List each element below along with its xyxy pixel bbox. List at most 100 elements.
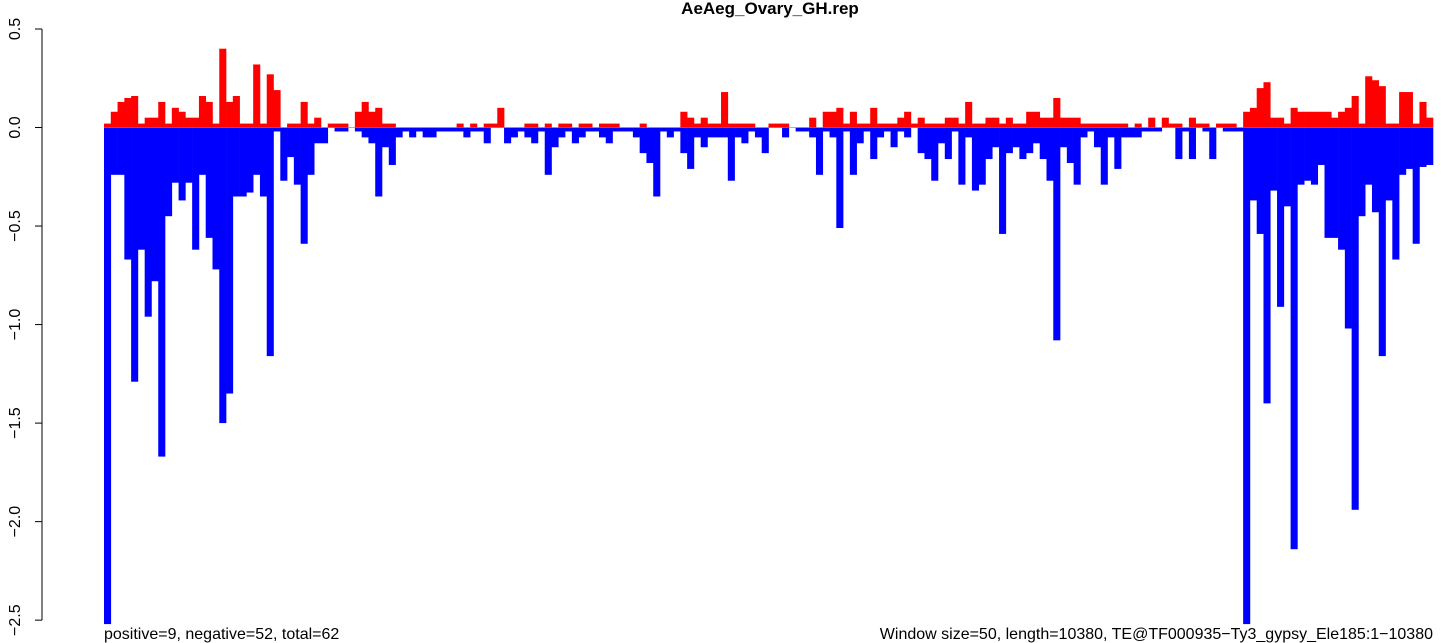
bar xyxy=(429,127,437,138)
bar xyxy=(1188,127,1196,160)
bar xyxy=(897,117,905,128)
bar xyxy=(151,117,159,128)
bar xyxy=(809,117,817,128)
bar xyxy=(510,127,518,138)
bar xyxy=(287,123,295,128)
bar xyxy=(476,127,485,132)
bar xyxy=(212,127,220,270)
bar xyxy=(1290,127,1298,550)
bar xyxy=(843,123,851,128)
bar xyxy=(1324,111,1332,128)
bar xyxy=(219,48,227,128)
bar xyxy=(822,111,830,128)
bar xyxy=(490,123,498,128)
bar xyxy=(388,127,396,165)
bar xyxy=(470,127,478,132)
bar xyxy=(246,127,254,193)
bar xyxy=(1100,127,1108,185)
bar xyxy=(958,127,966,185)
bar xyxy=(1060,127,1068,148)
bar xyxy=(483,127,491,144)
bar xyxy=(924,127,932,160)
bar xyxy=(1270,127,1278,191)
bar xyxy=(1412,127,1420,244)
bar xyxy=(1073,117,1081,128)
bar xyxy=(259,127,268,197)
bar xyxy=(1188,117,1196,128)
bar xyxy=(178,127,186,201)
bar xyxy=(314,127,322,144)
bar xyxy=(443,127,451,132)
bar xyxy=(375,107,383,128)
bar xyxy=(626,127,634,132)
bar xyxy=(470,123,478,128)
y-tick-label: −0.5 xyxy=(7,210,24,242)
bar xyxy=(782,127,790,138)
bar xyxy=(1317,111,1325,128)
bar xyxy=(1412,123,1420,128)
bar xyxy=(382,123,390,128)
bar xyxy=(246,123,254,128)
bar xyxy=(1392,127,1400,260)
bar xyxy=(402,127,410,132)
bar xyxy=(992,117,1000,128)
bar xyxy=(1121,127,1129,138)
bar xyxy=(1154,127,1163,132)
bar xyxy=(836,107,844,128)
bar xyxy=(1087,127,1095,132)
bar xyxy=(700,127,708,148)
bar xyxy=(354,127,362,132)
bar xyxy=(1392,123,1400,128)
bar xyxy=(727,127,735,181)
bar xyxy=(456,127,464,132)
bar xyxy=(1236,127,1244,132)
bar xyxy=(931,123,939,128)
bar xyxy=(558,127,566,138)
bar xyxy=(219,127,227,424)
bar xyxy=(1249,127,1258,201)
bar xyxy=(266,127,274,357)
bar xyxy=(110,111,118,128)
bar xyxy=(687,127,695,169)
bar xyxy=(876,127,885,138)
bar xyxy=(1107,127,1115,138)
bar xyxy=(280,127,288,181)
bar xyxy=(1358,127,1366,217)
bar xyxy=(253,64,261,128)
bar xyxy=(1358,123,1366,128)
bar xyxy=(300,101,308,128)
bar xyxy=(1385,123,1393,128)
bar xyxy=(693,127,701,138)
bar xyxy=(382,127,390,148)
bar xyxy=(944,117,952,128)
bar xyxy=(863,127,871,132)
bar xyxy=(1283,123,1291,128)
bar xyxy=(1317,127,1325,165)
bar xyxy=(1310,111,1319,128)
bar xyxy=(1066,127,1074,163)
bar xyxy=(734,127,742,138)
bar xyxy=(1127,127,1135,138)
bar xyxy=(843,127,851,132)
bar xyxy=(368,127,376,144)
bar xyxy=(965,101,973,128)
bar xyxy=(904,111,912,128)
bar xyxy=(965,127,973,138)
bar xyxy=(693,123,701,128)
bar xyxy=(104,123,112,128)
bar xyxy=(1195,123,1203,128)
bar xyxy=(985,127,993,160)
bar xyxy=(585,127,593,132)
bar xyxy=(388,123,396,128)
bar xyxy=(734,123,742,128)
bar xyxy=(1344,107,1352,128)
bar xyxy=(497,107,505,128)
bar xyxy=(232,127,240,197)
bar xyxy=(1304,127,1312,181)
bar xyxy=(1060,117,1068,128)
bar xyxy=(727,123,735,128)
bar xyxy=(1243,127,1251,625)
bar xyxy=(978,127,986,185)
bar xyxy=(320,127,329,144)
annotation: Window size=50, length=10380, TE@TF00093… xyxy=(880,626,1433,643)
